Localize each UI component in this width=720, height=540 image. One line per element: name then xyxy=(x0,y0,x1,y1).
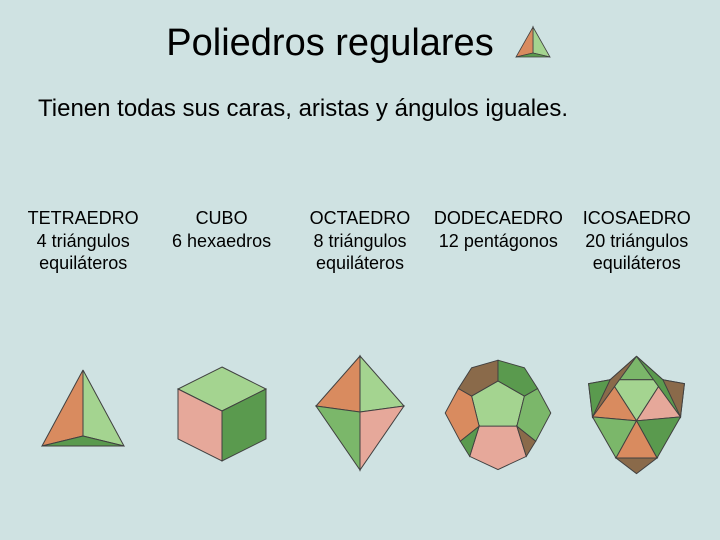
col-dodecaedro: DODECAEDRO 12 pentágonos xyxy=(429,208,567,274)
col-icosaedro: ICOSAEDRO 20 triángulos equiláteros xyxy=(568,208,706,274)
col-tetraedro: TETRAEDRO 4 triángulos equiláteros xyxy=(14,208,152,274)
name-cubo: CUBO xyxy=(196,208,248,229)
name-dodecaedro: DODECAEDRO xyxy=(434,208,563,229)
shapes-row xyxy=(0,338,720,488)
name-tetraedro: TETRAEDRO xyxy=(28,208,139,229)
title-row: Poliedros regulares xyxy=(0,0,720,65)
name-octaedro: OCTAEDRO xyxy=(310,208,411,229)
labels-row: TETRAEDRO 4 triángulos equiláteros CUBO … xyxy=(0,208,720,274)
page-title: Poliedros regulares xyxy=(166,22,493,65)
shape-cubo xyxy=(156,338,288,488)
desc-cubo: 6 hexaedros xyxy=(172,231,271,253)
shape-octaedro xyxy=(294,338,426,488)
tetrahedron-icon xyxy=(512,23,554,65)
shape-icosaedro xyxy=(571,338,703,488)
desc-tetraedro: 4 triángulos equiláteros xyxy=(14,231,152,274)
col-octaedro: OCTAEDRO 8 triángulos equiláteros xyxy=(291,208,429,274)
shape-dodecaedro xyxy=(432,338,564,488)
desc-octaedro: 8 triángulos equiláteros xyxy=(291,231,429,274)
col-cubo: CUBO 6 hexaedros xyxy=(153,208,291,274)
desc-icosaedro: 20 triángulos equiláteros xyxy=(568,231,706,274)
desc-dodecaedro: 12 pentágonos xyxy=(439,231,558,253)
name-icosaedro: ICOSAEDRO xyxy=(583,208,691,229)
subtitle-text: Tienen todas sus caras, aristas y ángulo… xyxy=(0,65,720,123)
shape-tetraedro xyxy=(17,338,149,488)
